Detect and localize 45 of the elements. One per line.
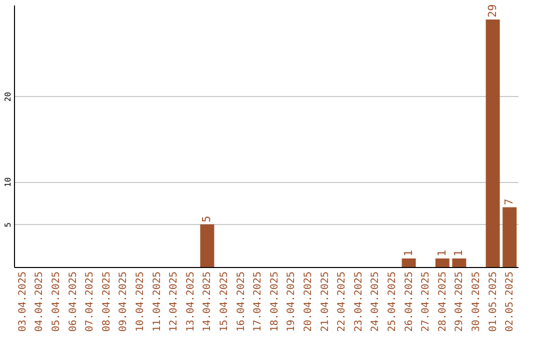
- x-tick-label: 26.04.2025: [404, 272, 415, 332]
- x-tick-label: 28.04.2025: [437, 272, 448, 332]
- y-tick-label: 10: [4, 177, 12, 187]
- data-label: 29: [486, 4, 499, 18]
- x-tick-label: 02.05.2025: [504, 272, 516, 332]
- x-tick-label: 18.04.2025: [269, 272, 280, 332]
- x-tick-label: 29.04.2025: [454, 272, 466, 332]
- x-tick-label: 22.04.2025: [336, 272, 348, 332]
- data-label: 7: [502, 198, 516, 206]
- bar: [502, 207, 517, 267]
- x-tick-label: 12.04.2025: [168, 272, 180, 332]
- bar: [435, 258, 450, 267]
- bar: [452, 258, 466, 267]
- x-tick-label: 25.04.2025: [387, 272, 398, 332]
- x-tick-label: 13.04.2025: [185, 272, 196, 332]
- x-tick-label: 07.04.2025: [84, 272, 96, 332]
- x-tick-label: 19.04.2025: [286, 272, 298, 332]
- x-tick-label: 09.04.2025: [118, 272, 130, 332]
- x-tick-label: 01.05.2025: [488, 272, 499, 332]
- bar: [200, 224, 214, 267]
- x-tick-label: 21.04.2025: [320, 272, 331, 332]
- data-label: 1: [402, 250, 415, 256]
- x-tick-label: 05.04.2025: [51, 272, 62, 332]
- y-tick-label: 5: [4, 222, 12, 228]
- x-tick-label: 16.04.2025: [236, 272, 247, 332]
- x-tick-label: 08.04.2025: [101, 272, 112, 332]
- data-label: 5: [200, 216, 214, 222]
- y-tick-label: 20: [4, 92, 12, 102]
- x-tick-label: 20.04.2025: [303, 272, 314, 332]
- data-label: 1: [435, 250, 448, 256]
- x-tick-label: 06.04.2025: [68, 272, 79, 332]
- x-tick-label: 04.04.2025: [34, 272, 46, 332]
- x-tick-label: 10.04.2025: [135, 272, 146, 332]
- x-tick-label: 17.04.2025: [252, 272, 264, 332]
- bar: [486, 20, 500, 267]
- x-tick-label: 15.04.2025: [219, 272, 230, 332]
- x-tick-label: 11.04.2025: [152, 272, 163, 332]
- x-tick-label: 14.04.2025: [202, 272, 214, 332]
- x-tick-label: 27.04.2025: [420, 272, 432, 332]
- data-label: 1: [452, 250, 466, 256]
- x-tick-label: 23.04.2025: [353, 272, 364, 332]
- bar: [402, 258, 416, 267]
- x-tick-label: 24.04.2025: [370, 272, 382, 332]
- x-tick-label: 03.04.2025: [17, 272, 28, 332]
- x-tick-label: 30.04.2025: [471, 272, 482, 332]
